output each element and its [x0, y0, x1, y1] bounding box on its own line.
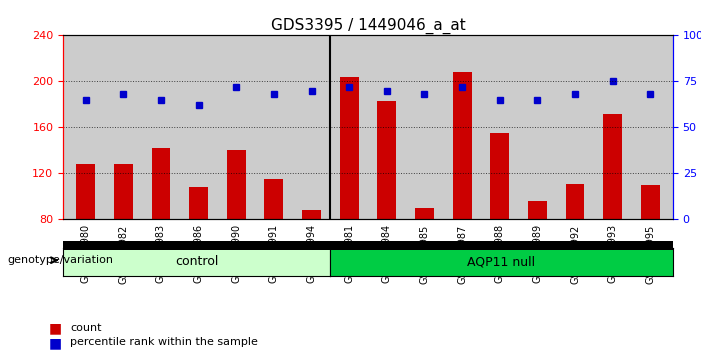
Bar: [566, 184, 585, 219]
Text: AQP11 null: AQP11 null: [468, 256, 536, 268]
Bar: [189, 187, 208, 219]
Title: GDS3395 / 1449046_a_at: GDS3395 / 1449046_a_at: [271, 18, 465, 34]
Bar: [528, 201, 547, 219]
Bar: [641, 185, 660, 219]
Bar: [377, 101, 396, 219]
Bar: [340, 77, 359, 219]
Bar: [227, 150, 245, 219]
Bar: [114, 164, 132, 219]
Text: percentile rank within the sample: percentile rank within the sample: [70, 337, 258, 347]
Bar: [604, 114, 622, 219]
Text: count: count: [70, 323, 102, 333]
Bar: [415, 208, 434, 219]
Bar: [264, 179, 283, 219]
Bar: [76, 164, 95, 219]
Bar: [453, 72, 472, 219]
Text: genotype/variation: genotype/variation: [7, 255, 113, 265]
Bar: [491, 133, 509, 219]
Text: ■: ■: [49, 322, 62, 336]
Text: ■: ■: [49, 336, 62, 350]
Bar: [302, 210, 321, 219]
Bar: [151, 148, 170, 219]
Text: control: control: [175, 256, 218, 268]
